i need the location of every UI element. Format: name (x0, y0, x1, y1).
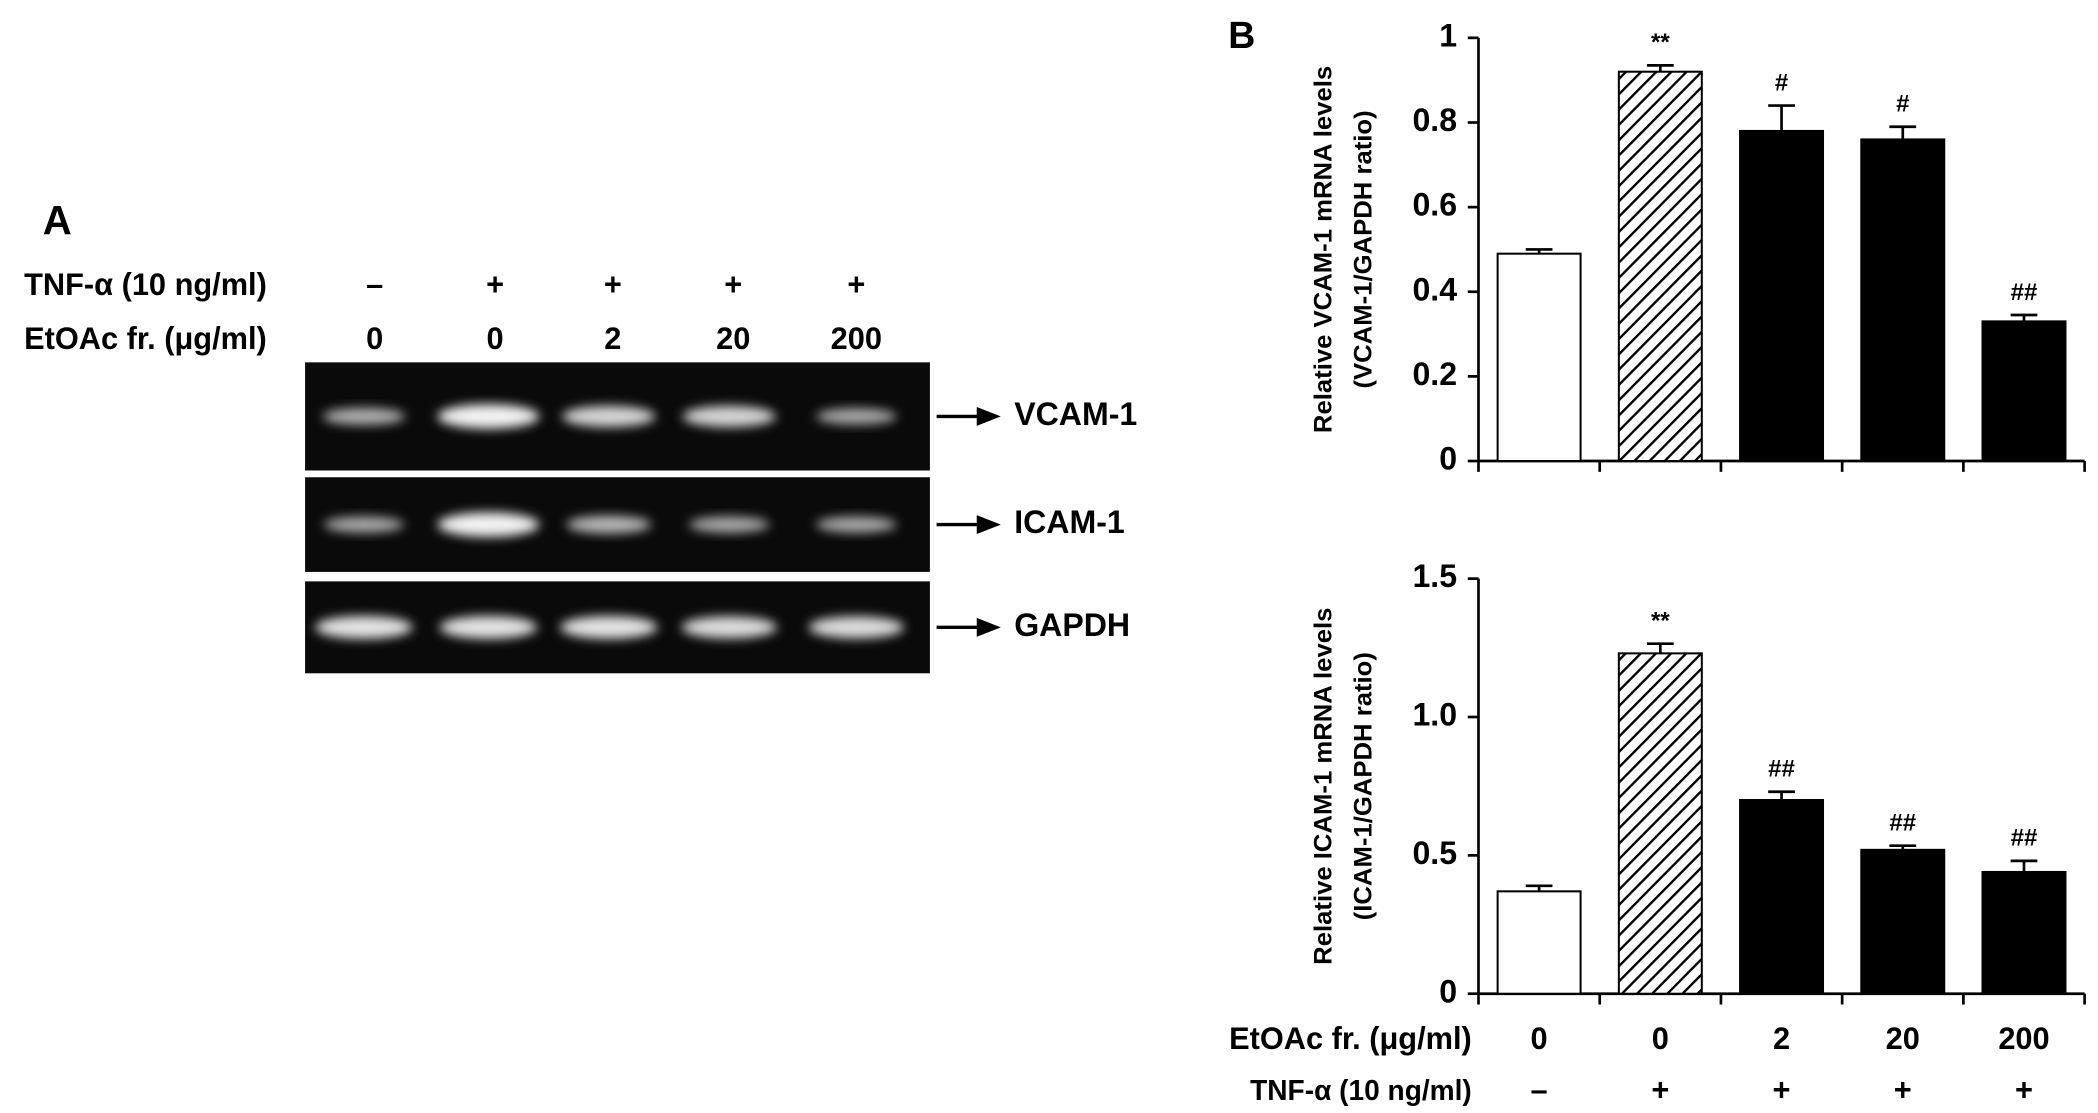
x-tick-label: 200 (1998, 1021, 2049, 1056)
row-label: EtOAc fr. (μg/ml) (24, 321, 267, 356)
y-tick-label: 0.6 (1412, 187, 1457, 223)
annotation: ## (1889, 809, 1916, 836)
gel-band (315, 615, 413, 639)
y-axis-label: (VCAM-1/GAPDH ratio) (1350, 110, 1378, 388)
bar (1739, 129, 1825, 463)
annotation: # (1896, 90, 1910, 117)
panel-label: A (43, 197, 72, 243)
x-tick-label: 0 (1531, 1021, 1548, 1056)
panel-label: B (1228, 14, 1255, 56)
y-tick-label: 0 (1439, 973, 1457, 1009)
x-axis-label: EtOAc fr. (μg/ml) (1229, 1021, 1472, 1056)
figure-body: A TNF-α (10 ng/ml) – + + + + EtOAc fr. (μg/ml) 0… (24, 14, 2086, 1108)
gel-band (437, 512, 540, 537)
y-tick-label: 0.5 (1412, 835, 1457, 871)
x-tick-label: 0 (1652, 1021, 1669, 1056)
annotation: ** (1651, 607, 1670, 634)
x-row-label: – (1531, 1072, 1548, 1107)
lane-label: + (486, 267, 504, 302)
bar (1617, 70, 1703, 463)
y-axis-label: (ICAM-1/GAPDH ratio) (1350, 652, 1378, 920)
x-row-label: + (1894, 1072, 1912, 1107)
lane-label: 0 (487, 321, 504, 356)
bar (1617, 652, 1703, 995)
band-label: ICAM-1 (1014, 504, 1125, 540)
x-row-label: + (2015, 1072, 2033, 1107)
y-tick-label: 1 (1439, 17, 1457, 53)
lane-label: 200 (831, 321, 882, 356)
gel-band (562, 405, 656, 427)
bar (1981, 870, 2067, 995)
lane-label: + (847, 267, 865, 302)
x-row-label: + (1651, 1072, 1669, 1107)
bar (1496, 252, 1582, 463)
gel-band (681, 616, 777, 639)
gel-band (437, 404, 540, 429)
x-axis-label: TNF-α (10 ng/ml) (1250, 1074, 1472, 1106)
gel-band (560, 615, 658, 639)
annotation: ## (2011, 279, 2038, 306)
gel-band (323, 516, 405, 533)
bar (1860, 848, 1946, 995)
lane-label: + (724, 267, 742, 302)
arrow-head (976, 406, 1001, 426)
lane-label: – (366, 267, 383, 302)
arrow-head (976, 515, 1001, 535)
lane-label: 0 (366, 321, 383, 356)
row-label: TNF-α (10 ng/ml) (24, 267, 267, 302)
gel-band (816, 516, 897, 533)
y-axis-label: Relative VCAM-1 mRNA levels (1309, 66, 1337, 433)
x-row-label: + (1773, 1072, 1791, 1107)
y-axis-label: Relative ICAM-1 mRNA levels (1309, 608, 1337, 965)
gel-band (439, 615, 538, 639)
y-tick-label: 1.0 (1412, 696, 1457, 732)
annotation: ## (2011, 825, 2038, 852)
y-tick-label: 0.2 (1412, 356, 1457, 392)
bar (1739, 799, 1825, 995)
gel-band (682, 405, 776, 427)
band-label: GAPDH (1014, 607, 1130, 643)
y-tick-label: 0.8 (1412, 102, 1457, 138)
gel-band (808, 616, 904, 639)
x-tick-label: 2 (1773, 1021, 1790, 1056)
gel-band (566, 515, 652, 534)
gel-band (689, 516, 770, 533)
bar (1860, 138, 1946, 463)
bar (1981, 320, 2067, 463)
annotation: ## (1768, 755, 1795, 782)
gel-band (322, 407, 406, 425)
lane-label: 20 (716, 321, 750, 356)
arrow-head (976, 617, 1001, 637)
y-tick-label: 0 (1439, 440, 1457, 476)
y-tick-label: 0.4 (1412, 271, 1457, 307)
annotation: ** (1651, 29, 1670, 56)
annotation: # (1775, 69, 1789, 96)
bar (1496, 890, 1582, 995)
band-label: VCAM-1 (1014, 396, 1137, 432)
lane-label: 2 (604, 321, 621, 356)
x-tick-label: 20 (1886, 1021, 1920, 1056)
y-tick-label: 1.5 (1412, 558, 1457, 594)
gel-band (816, 408, 897, 425)
lane-label: + (604, 267, 622, 302)
